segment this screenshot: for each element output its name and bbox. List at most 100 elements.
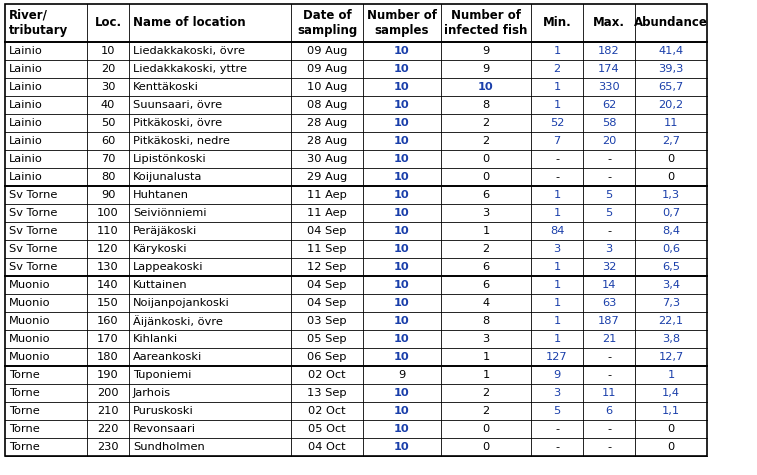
Text: 30: 30 — [101, 82, 115, 92]
Text: 8: 8 — [482, 316, 490, 326]
Text: 0: 0 — [482, 172, 490, 182]
Text: Number of
samples: Number of samples — [367, 9, 437, 37]
Text: 3,8: 3,8 — [662, 334, 680, 344]
Text: Peräjäkoski: Peräjäkoski — [133, 226, 198, 236]
Text: Tuponiemi: Tuponiemi — [133, 370, 192, 380]
Text: 120: 120 — [97, 244, 119, 254]
Text: Pitkäkoski, övre: Pitkäkoski, övre — [133, 118, 222, 128]
Text: 2: 2 — [482, 406, 490, 416]
Text: 3: 3 — [606, 244, 612, 254]
Text: 10: 10 — [394, 334, 410, 344]
Text: Loc.: Loc. — [95, 17, 122, 29]
Text: 7,3: 7,3 — [662, 298, 680, 308]
Text: Seiviönniemi: Seiviönniemi — [133, 208, 207, 218]
Text: 10: 10 — [394, 190, 410, 200]
Text: Noijanpojankoski: Noijanpojankoski — [133, 298, 230, 308]
Text: 0: 0 — [482, 424, 490, 434]
Text: 20,2: 20,2 — [659, 100, 684, 110]
Text: 187: 187 — [598, 316, 620, 326]
Text: 0: 0 — [668, 442, 674, 452]
Text: 200: 200 — [97, 388, 119, 398]
Text: 1: 1 — [553, 46, 561, 56]
Text: Puruskoski: Puruskoski — [133, 406, 194, 416]
Text: Lainio: Lainio — [9, 46, 43, 56]
Text: 220: 220 — [97, 424, 119, 434]
Text: Torne: Torne — [9, 388, 40, 398]
Text: 10: 10 — [394, 262, 410, 272]
Text: 1: 1 — [553, 298, 561, 308]
Text: 29 Aug: 29 Aug — [307, 172, 347, 182]
Text: 6: 6 — [482, 280, 490, 290]
Text: 1,4: 1,4 — [662, 388, 680, 398]
Text: 32: 32 — [602, 262, 616, 272]
Text: Muonio: Muonio — [9, 352, 51, 362]
Text: 08 Aug: 08 Aug — [307, 100, 347, 110]
Text: Lainio: Lainio — [9, 136, 43, 146]
Text: 10: 10 — [394, 136, 410, 146]
Text: 10: 10 — [394, 298, 410, 308]
Text: 50: 50 — [101, 118, 115, 128]
Text: 62: 62 — [602, 100, 616, 110]
Text: 12 Sep: 12 Sep — [307, 262, 347, 272]
Text: -: - — [555, 442, 559, 452]
Text: Kuttainen: Kuttainen — [133, 280, 188, 290]
Text: Lainio: Lainio — [9, 82, 43, 92]
Text: 3: 3 — [482, 208, 490, 218]
Text: -: - — [555, 172, 559, 182]
Text: 60: 60 — [101, 136, 115, 146]
Text: 1: 1 — [553, 280, 561, 290]
Text: 39,3: 39,3 — [659, 64, 684, 74]
Text: 2: 2 — [482, 388, 490, 398]
Text: 28 Aug: 28 Aug — [307, 136, 347, 146]
Text: Lainio: Lainio — [9, 100, 43, 110]
Text: 1,3: 1,3 — [662, 190, 680, 200]
Text: Kärykoski: Kärykoski — [133, 244, 188, 254]
Text: 1,1: 1,1 — [662, 406, 680, 416]
Text: 65,7: 65,7 — [659, 82, 684, 92]
Text: 10: 10 — [394, 442, 410, 452]
Text: Lappeakoski: Lappeakoski — [133, 262, 204, 272]
Text: -: - — [607, 370, 611, 380]
Text: Muonio: Muonio — [9, 298, 51, 308]
Text: Jarhois: Jarhois — [133, 388, 171, 398]
Text: 30 Aug: 30 Aug — [307, 154, 347, 164]
Text: 10: 10 — [394, 64, 410, 74]
Text: Number of
infected fish: Number of infected fish — [444, 9, 528, 37]
Text: 0: 0 — [482, 154, 490, 164]
Text: 10: 10 — [394, 388, 410, 398]
Text: 0: 0 — [668, 172, 674, 182]
Text: 14: 14 — [602, 280, 616, 290]
Text: 2: 2 — [482, 244, 490, 254]
Text: 2: 2 — [482, 118, 490, 128]
Text: Sv Torne: Sv Torne — [9, 244, 58, 254]
Text: 230: 230 — [97, 442, 119, 452]
Text: 4: 4 — [482, 298, 490, 308]
Text: Muonio: Muonio — [9, 316, 51, 326]
Text: Suunsaari, övre: Suunsaari, övre — [133, 100, 222, 110]
Text: -: - — [607, 352, 611, 362]
Text: 2,7: 2,7 — [662, 136, 680, 146]
Text: 8,4: 8,4 — [662, 226, 680, 236]
Text: 11: 11 — [602, 388, 616, 398]
Text: 52: 52 — [550, 118, 564, 128]
Text: Torne: Torne — [9, 442, 40, 452]
Text: -: - — [555, 424, 559, 434]
Text: Name of location: Name of location — [133, 17, 245, 29]
Text: 1: 1 — [668, 370, 674, 380]
Text: 11 Aep: 11 Aep — [307, 208, 347, 218]
Text: 05 Oct: 05 Oct — [308, 424, 346, 434]
Text: 1: 1 — [482, 370, 490, 380]
Text: Max.: Max. — [593, 17, 625, 29]
Text: 58: 58 — [602, 118, 616, 128]
Text: 210: 210 — [97, 406, 119, 416]
Text: 6: 6 — [482, 262, 490, 272]
Text: Abundance: Abundance — [634, 17, 708, 29]
Text: 7: 7 — [553, 136, 561, 146]
Text: 5: 5 — [606, 190, 612, 200]
Text: 90: 90 — [101, 190, 115, 200]
Text: 80: 80 — [101, 172, 115, 182]
Text: 2: 2 — [482, 136, 490, 146]
Text: Muonio: Muonio — [9, 280, 51, 290]
Text: 06 Sep: 06 Sep — [307, 352, 347, 362]
Text: 0,6: 0,6 — [662, 244, 680, 254]
